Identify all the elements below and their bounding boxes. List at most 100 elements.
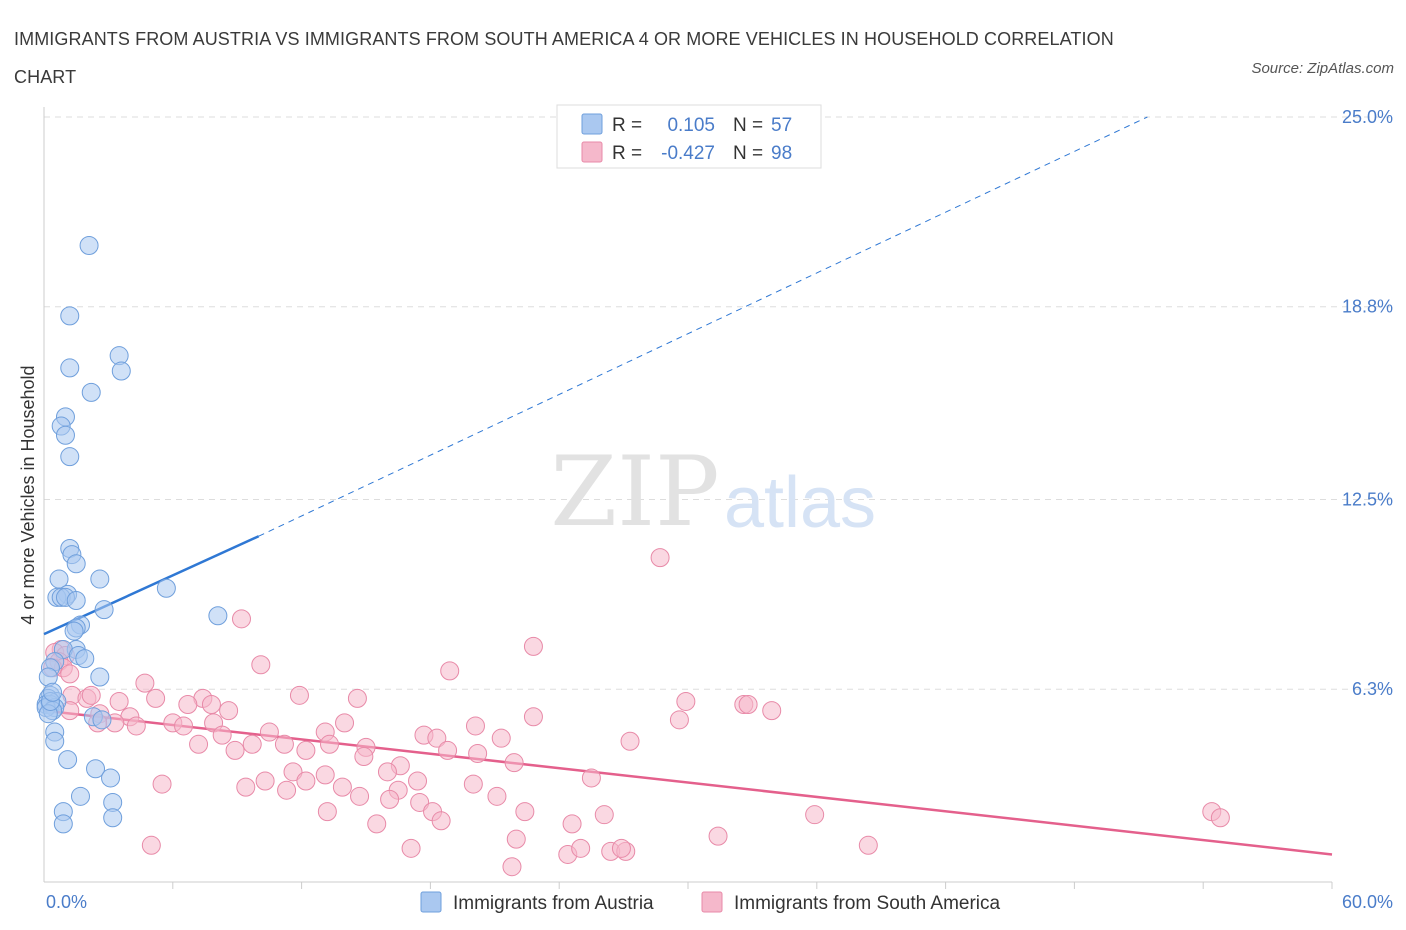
sa-point-68 xyxy=(277,780,297,800)
austria-point-12 xyxy=(66,554,86,574)
sa-point-90 xyxy=(401,838,421,858)
legend-austria-n-label: N = xyxy=(733,115,763,136)
y-tick-label-0: 6.3% xyxy=(1352,679,1393,699)
legend-austria-r-label: R = xyxy=(612,115,642,136)
sa-point-62 xyxy=(296,771,316,791)
austria-point-47 xyxy=(58,750,78,770)
sa-point-32 xyxy=(174,716,194,736)
sa-point-54 xyxy=(438,740,458,760)
sa-point-38 xyxy=(465,716,485,736)
sa-point-83 xyxy=(367,814,387,834)
legend-sa-n-value: 98 xyxy=(771,143,792,164)
legend-swatch-sa xyxy=(581,141,603,163)
sa-point-20 xyxy=(201,695,221,715)
axes-layer xyxy=(43,107,1332,883)
sa-point-71 xyxy=(463,774,483,794)
sa-point-15 xyxy=(81,685,101,705)
austria-point-8 xyxy=(55,425,75,445)
sa-point-49 xyxy=(296,740,316,760)
austria-point-14 xyxy=(49,569,69,589)
austria-point-22 xyxy=(208,606,228,626)
sa-point-48 xyxy=(242,734,262,754)
sa-point-69 xyxy=(332,777,352,797)
austria-point-15 xyxy=(156,578,176,598)
legend-sa-n-label: N = xyxy=(733,143,763,164)
sa-point-18 xyxy=(289,685,309,705)
austria-point-54 xyxy=(53,814,73,834)
series-legend-swatch-sa xyxy=(701,891,723,913)
sa-point-75 xyxy=(487,786,507,806)
sa-point-57 xyxy=(620,731,640,751)
watermark-atlas: atlas xyxy=(724,463,876,543)
legend-austria-r-value: 0.105 xyxy=(667,115,715,136)
series-legend: Immigrants from Austria Immigrants from … xyxy=(420,891,1001,914)
sa-point-26 xyxy=(762,701,782,721)
sa-point-46 xyxy=(189,734,209,754)
sa-point-63 xyxy=(315,765,335,785)
sa-point-82 xyxy=(431,811,451,831)
sa-point-84 xyxy=(805,805,825,825)
sa-point-96 xyxy=(502,857,522,877)
sa-point-2 xyxy=(523,636,543,656)
sa-point-53 xyxy=(225,740,245,760)
y-tick-labels: 6.3% 12.5% 18.8% 25.0% xyxy=(1342,107,1393,699)
austria-point-56 xyxy=(43,682,63,702)
sa-point-8 xyxy=(251,655,271,675)
sa-point-58 xyxy=(504,753,524,773)
sa-point-35 xyxy=(126,716,146,736)
stats-legend: R = 0.105 N = 57 R = -0.427 N = 98 xyxy=(556,104,822,169)
sa-point-95 xyxy=(858,835,878,855)
sa-point-22 xyxy=(109,691,129,711)
sa-point-12 xyxy=(135,673,155,693)
sa-point-73 xyxy=(350,786,370,806)
sa-point-23 xyxy=(676,691,696,711)
watermark-zip: ZIP xyxy=(550,436,719,548)
austria-point-25 xyxy=(64,621,84,641)
austria-point-3 xyxy=(60,358,80,378)
sa-point-47 xyxy=(212,725,232,745)
chart-title: IMMIGRANTS FROM AUSTRIA VS IMMIGRANTS FR… xyxy=(14,29,1114,87)
sa-point-61 xyxy=(283,762,303,782)
sa-point-78 xyxy=(515,802,535,822)
austria-point-33 xyxy=(90,667,110,687)
y-tick-label-3: 25.0% xyxy=(1342,107,1393,127)
sa-point-60 xyxy=(377,762,397,782)
sa-point-45 xyxy=(491,728,511,748)
sa-point-93 xyxy=(611,838,631,858)
y-tick-label-2: 18.8% xyxy=(1342,297,1393,317)
sa-point-87 xyxy=(506,829,526,849)
sa-point-11 xyxy=(60,664,80,684)
sa-point-41 xyxy=(259,722,279,742)
sa-point-0 xyxy=(650,548,670,568)
sa-point-21 xyxy=(178,695,198,715)
sa-point-72 xyxy=(581,768,601,788)
austria-point-0 xyxy=(79,236,99,256)
sa-point-79 xyxy=(594,805,614,825)
sa-point-25 xyxy=(738,695,758,715)
sa-point-56 xyxy=(354,747,374,767)
austria-point-20 xyxy=(66,590,86,610)
x-tick-label-1: 60.0% xyxy=(1342,892,1393,912)
austria-point-5 xyxy=(81,382,101,402)
austria-point-1 xyxy=(60,306,80,326)
sa-point-65 xyxy=(408,771,428,791)
sa-point-51 xyxy=(320,734,340,754)
y-tick-label-1: 12.5% xyxy=(1342,490,1393,510)
austria-point-13 xyxy=(90,569,110,589)
sa-point-80 xyxy=(317,802,337,822)
austria-point-48 xyxy=(86,759,106,779)
legend-swatch-austria xyxy=(581,113,603,135)
sa-point-50 xyxy=(274,734,294,754)
series-legend-swatch-austria xyxy=(420,891,442,913)
sa-point-17 xyxy=(146,688,166,708)
sa-point-66 xyxy=(152,774,172,794)
sa-trend-line xyxy=(43,709,1333,856)
x-tick-labels: 0.0% 60.0% xyxy=(46,892,1393,912)
sa-point-97 xyxy=(571,838,591,858)
sa-point-27 xyxy=(219,701,239,721)
sa-point-55 xyxy=(468,743,488,763)
watermark: ZIP atlas xyxy=(550,436,876,548)
sa-point-74 xyxy=(410,792,430,812)
sa-point-37 xyxy=(335,713,355,733)
